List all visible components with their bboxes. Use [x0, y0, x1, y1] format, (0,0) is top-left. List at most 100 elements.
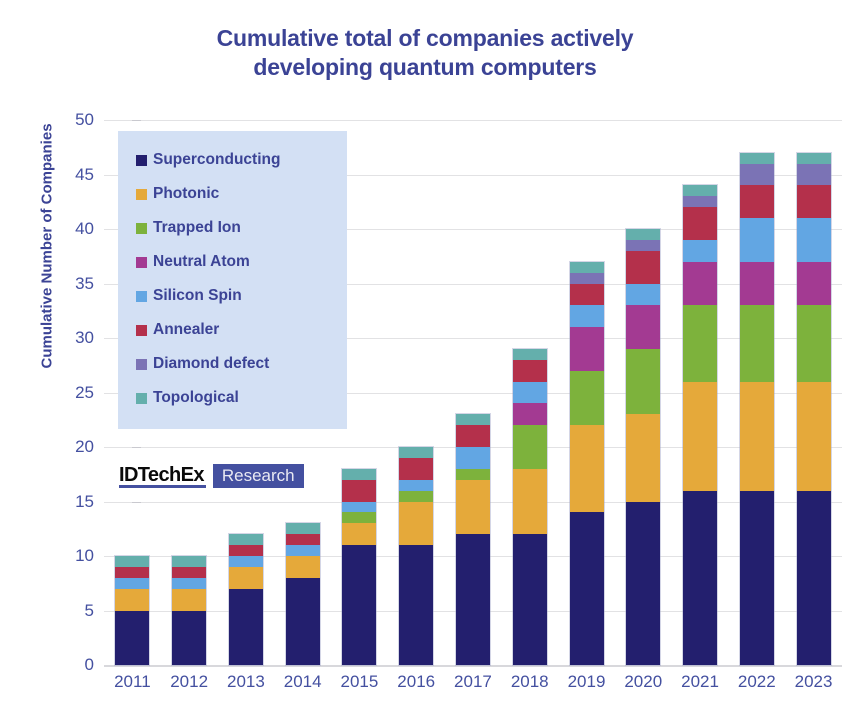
bar-segment[interactable]: [115, 588, 150, 611]
bar-segment[interactable]: [569, 305, 604, 328]
bar-segment[interactable]: [683, 261, 718, 306]
bar-segment[interactable]: [739, 163, 774, 186]
bar-segment[interactable]: [342, 501, 377, 513]
bar-segment[interactable]: [512, 403, 547, 426]
bar-segment[interactable]: [683, 490, 718, 665]
bar-segment[interactable]: [399, 479, 434, 491]
bar-segment[interactable]: [512, 359, 547, 382]
bar-segment[interactable]: [285, 523, 320, 535]
legend-item-photonic[interactable]: Photonic: [128, 177, 337, 211]
bar-segment[interactable]: [455, 414, 490, 426]
bar-segment[interactable]: [739, 381, 774, 491]
bar-segment[interactable]: [399, 457, 434, 480]
bar-segment[interactable]: [172, 556, 207, 567]
bar-segment[interactable]: [228, 566, 263, 589]
bar-segment[interactable]: [739, 261, 774, 306]
bar-segment[interactable]: [739, 152, 774, 164]
bar-segment[interactable]: [512, 348, 547, 360]
bar-segment[interactable]: [796, 185, 831, 219]
bar-segment[interactable]: [172, 588, 207, 611]
bar-segment[interactable]: [342, 468, 377, 480]
bar-segment[interactable]: [285, 556, 320, 578]
bar-column[interactable]: [729, 120, 785, 665]
bar-column[interactable]: [161, 120, 217, 665]
bar-segment[interactable]: [683, 185, 718, 197]
bar-segment[interactable]: [569, 283, 604, 306]
bar-segment[interactable]: [626, 229, 661, 240]
bar-segment[interactable]: [342, 523, 377, 546]
bar-segment[interactable]: [739, 305, 774, 382]
bar-segment[interactable]: [626, 305, 661, 349]
legend-item-neutral-atom[interactable]: Neutral Atom: [128, 245, 337, 279]
bar-segment[interactable]: [626, 250, 661, 284]
stacked-bar[interactable]: [399, 447, 434, 665]
bar-segment[interactable]: [626, 414, 661, 502]
bar-column[interactable]: [615, 120, 671, 665]
bar-segment[interactable]: [683, 381, 718, 491]
bar-segment[interactable]: [796, 152, 831, 164]
stacked-bar[interactable]: [512, 348, 547, 665]
bar-segment[interactable]: [512, 381, 547, 404]
bar-segment[interactable]: [172, 577, 207, 589]
bar-column[interactable]: [786, 120, 842, 665]
bar-segment[interactable]: [115, 577, 150, 589]
bar-segment[interactable]: [399, 545, 434, 665]
bar-segment[interactable]: [796, 163, 831, 186]
bar-column[interactable]: [104, 120, 160, 665]
bar-segment[interactable]: [683, 196, 718, 208]
bar-column[interactable]: [445, 120, 501, 665]
bar-column[interactable]: [559, 120, 615, 665]
bar-column[interactable]: [672, 120, 728, 665]
bar-segment[interactable]: [512, 425, 547, 469]
stacked-bar[interactable]: [115, 556, 150, 665]
bar-segment[interactable]: [399, 447, 434, 458]
bar-segment[interactable]: [228, 556, 263, 567]
bar-segment[interactable]: [455, 534, 490, 665]
bar-segment[interactable]: [683, 239, 718, 262]
bar-segment[interactable]: [228, 588, 263, 665]
stacked-bar[interactable]: [172, 556, 207, 665]
bar-column[interactable]: [275, 120, 331, 665]
bar-column[interactable]: [331, 120, 387, 665]
bar-segment[interactable]: [569, 327, 604, 371]
stacked-bar[interactable]: [796, 152, 831, 665]
bar-segment[interactable]: [626, 283, 661, 306]
stacked-bar[interactable]: [342, 468, 377, 665]
bar-segment[interactable]: [569, 272, 604, 284]
stacked-bar[interactable]: [683, 185, 718, 665]
bar-segment[interactable]: [683, 207, 718, 240]
stacked-bar[interactable]: [455, 414, 490, 665]
bar-segment[interactable]: [569, 261, 604, 273]
bar-segment[interactable]: [228, 545, 263, 557]
bar-column[interactable]: [388, 120, 444, 665]
legend-item-diamond-defect[interactable]: Diamond defect: [128, 347, 337, 381]
bar-segment[interactable]: [172, 610, 207, 665]
bar-segment[interactable]: [569, 425, 604, 513]
bar-segment[interactable]: [739, 490, 774, 665]
bar-segment[interactable]: [115, 556, 150, 567]
bar-segment[interactable]: [796, 261, 831, 306]
bar-segment[interactable]: [285, 534, 320, 546]
bar-column[interactable]: [218, 120, 274, 665]
legend-item-topological[interactable]: Topological: [128, 381, 337, 415]
bar-segment[interactable]: [228, 534, 263, 546]
bar-segment[interactable]: [739, 185, 774, 219]
bar-segment[interactable]: [455, 425, 490, 448]
bar-segment[interactable]: [739, 218, 774, 262]
bar-segment[interactable]: [115, 610, 150, 665]
bar-segment[interactable]: [455, 447, 490, 469]
stacked-bar[interactable]: [285, 523, 320, 665]
bar-segment[interactable]: [796, 218, 831, 262]
bar-segment[interactable]: [285, 545, 320, 557]
bar-column[interactable]: [502, 120, 558, 665]
bar-segment[interactable]: [626, 501, 661, 665]
legend-item-annealer[interactable]: Annealer: [128, 313, 337, 347]
bar-segment[interactable]: [626, 239, 661, 251]
legend-item-trapped-ion[interactable]: Trapped Ion: [128, 211, 337, 245]
bar-segment[interactable]: [285, 577, 320, 665]
bar-segment[interactable]: [569, 370, 604, 426]
stacked-bar[interactable]: [739, 152, 774, 665]
bar-segment[interactable]: [399, 490, 434, 502]
bar-segment[interactable]: [115, 566, 150, 578]
bar-segment[interactable]: [399, 501, 434, 546]
